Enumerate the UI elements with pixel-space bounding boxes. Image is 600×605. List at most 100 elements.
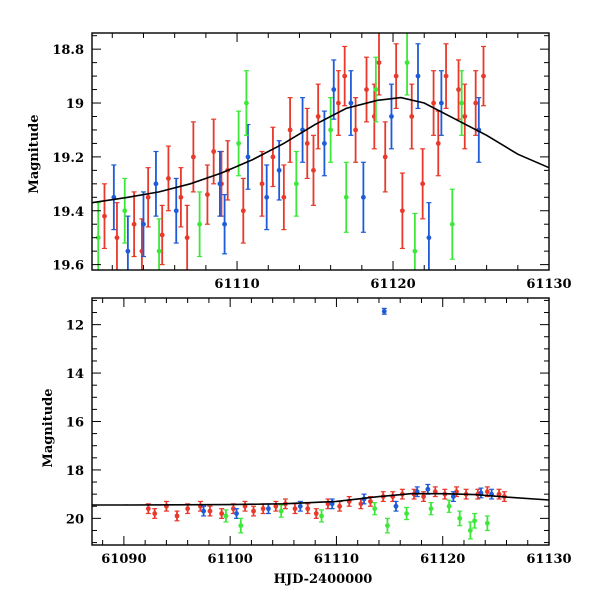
bottom-y-axis-title: Magnitude — [41, 388, 56, 467]
bottom-x-tick-label: 61100 — [208, 552, 253, 567]
top-point-s0-36 — [480, 45, 486, 107]
top-point-s2-2 — [156, 218, 162, 270]
bottom-point-s0-10 — [251, 505, 257, 517]
bottom-panel: 61090 61100 61110 61120 61130 12 14 16 18 20 — [66, 297, 572, 567]
top-point-s1-2 — [140, 191, 146, 258]
bottom-point-s0-17 — [325, 498, 331, 510]
bottom-point-s0-16 — [313, 508, 319, 519]
top-point-s0-15 — [259, 150, 265, 217]
top-point-s0-24 — [364, 56, 370, 123]
top-point-s0-20 — [315, 83, 321, 150]
top-point-s1-16 — [415, 43, 421, 110]
top-point-s2-9 — [373, 56, 379, 123]
bottom-point-s0-3 — [174, 510, 180, 522]
top-x-tick-label: 61130 — [526, 277, 571, 292]
top-point-s1-12 — [331, 59, 337, 120]
bottom-point-s0-18 — [337, 500, 343, 512]
bottom-model-curve — [92, 492, 549, 506]
top-point-s0-2 — [131, 191, 137, 258]
top-point-s0-4 — [145, 167, 151, 228]
top-point-s0-25 — [376, 33, 382, 96]
top-point-s0-18 — [287, 97, 293, 163]
top-point-s0-0 — [101, 183, 107, 250]
top-point-s2-12 — [449, 188, 455, 260]
top-panel: 61110 61120 61130 18.8 19 19.2 19.4 19.6 — [52, 32, 572, 292]
top-point-s2-13 — [459, 70, 465, 136]
top-point-s1-4 — [173, 177, 179, 244]
bottom-y-tick-label: 16 — [66, 416, 84, 431]
bottom-point-s0-15 — [305, 503, 311, 515]
top-point-s2-5 — [243, 70, 249, 136]
top-point-s1-18 — [438, 70, 444, 136]
bottom-point-s2-8 — [446, 499, 452, 513]
top-y-tick-label: 19.6 — [52, 259, 84, 274]
top-y-tick-label: 19 — [66, 97, 84, 112]
bottom-y-tick-label: 12 — [66, 319, 84, 334]
top-point-s0-28 — [399, 172, 405, 250]
bottom-point-s0-6 — [207, 505, 213, 517]
top-model-curve — [92, 96, 549, 204]
top-point-s0-31 — [431, 70, 437, 136]
top-point-s0-21 — [335, 70, 341, 136]
top-point-s1-11 — [321, 110, 327, 177]
top-point-s1-1 — [125, 215, 131, 270]
top-y-tick-label: 19.2 — [52, 151, 84, 166]
top-axes-frame — [91, 32, 550, 271]
top-point-s0-9 — [190, 121, 196, 193]
bottom-y-tick-label: 20 — [66, 512, 84, 527]
bottom-point-s0-29 — [454, 486, 460, 498]
bottom-point-s0-0 — [145, 503, 151, 515]
top-point-s0-10 — [204, 164, 210, 225]
top-point-s1-6 — [222, 193, 228, 255]
bottom-point-s2-2 — [278, 504, 284, 518]
bottom-x-tick-label: 61090 — [101, 552, 146, 567]
bottom-point-s2-5 — [384, 517, 390, 534]
top-point-s1-5 — [217, 150, 223, 217]
top-point-s1-13 — [348, 70, 354, 136]
bottom-point-s1-5 — [329, 498, 335, 510]
top-point-s1-9 — [276, 140, 282, 201]
top-point-s0-17 — [281, 164, 287, 231]
top-point-s0-5 — [159, 204, 165, 266]
bottom-point-s2-1 — [238, 517, 244, 534]
top-point-s2-3 — [197, 191, 203, 258]
top-y-axis-title: Magnitude — [27, 114, 42, 193]
bottom-x-tick-label: 61130 — [526, 552, 571, 567]
top-x-tick-label: 61110 — [214, 277, 259, 292]
bottom-point-s0-12 — [273, 500, 279, 512]
top-point-s0-16 — [270, 126, 276, 188]
bottom-point-s1-11 — [478, 487, 484, 499]
top-point-s0-26 — [382, 121, 388, 193]
top-point-s0-6 — [165, 145, 171, 212]
top-point-s1-15 — [388, 83, 394, 150]
bottom-point-s2-4 — [372, 502, 378, 516]
top-point-s0-30 — [420, 148, 426, 220]
bottom-x-tick-label: 61120 — [420, 552, 465, 567]
top-point-s0-14 — [240, 177, 246, 244]
top-point-s1-8 — [264, 164, 270, 231]
bottom-y-tick-label: 18 — [66, 464, 84, 479]
top-point-s0-33 — [456, 59, 462, 120]
bottom-point-s1-10 — [450, 491, 456, 503]
bottom-point-s1-0 — [381, 307, 387, 315]
bottom-point-s2-12 — [484, 515, 490, 532]
bottom-point-s2-0 — [223, 509, 229, 523]
top-plot-area — [92, 33, 549, 270]
top-y-tick-label: 18.8 — [52, 43, 84, 58]
top-point-s2-6 — [293, 150, 299, 217]
bottom-point-s1-2 — [234, 508, 240, 519]
bottom-point-s2-11 — [472, 512, 478, 529]
bottom-point-s0-7 — [219, 508, 225, 519]
bottom-plot-area — [92, 307, 549, 540]
top-point-s2-10 — [404, 33, 410, 96]
bottom-point-s2-7 — [428, 502, 434, 516]
top-y-tick-label: 19.4 — [52, 205, 84, 220]
bottom-point-s2-9 — [457, 510, 463, 527]
bottom-point-s2-10 — [467, 521, 473, 540]
top-point-s1-17 — [426, 202, 432, 270]
bottom-point-s1-7 — [393, 500, 399, 512]
top-x-tick-label: 61120 — [370, 277, 415, 292]
bottom-point-s2-6 — [404, 506, 410, 521]
